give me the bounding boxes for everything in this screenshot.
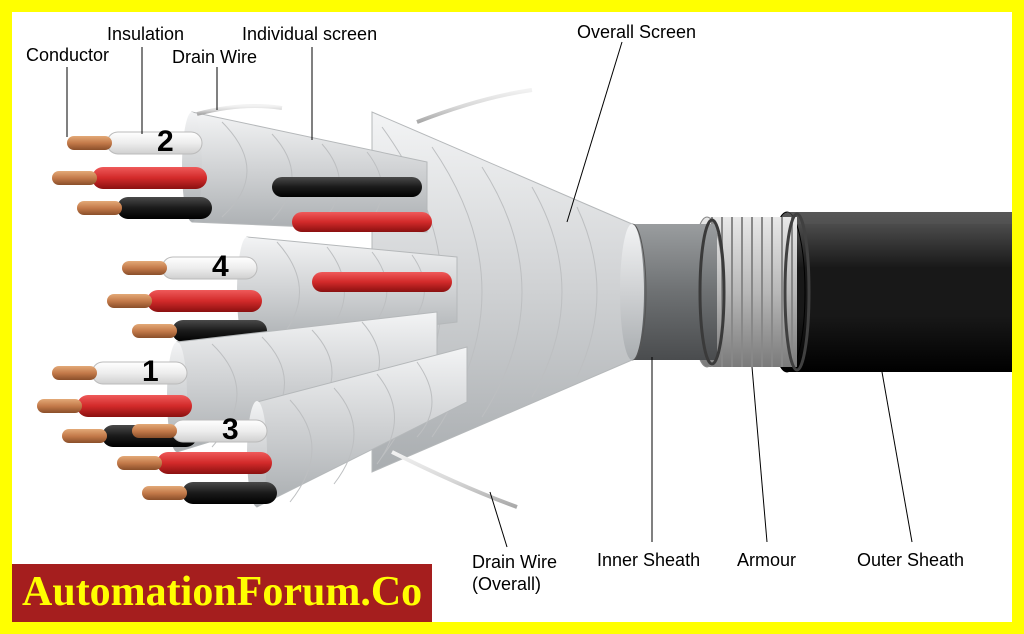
pair-number-1: 1 [142, 355, 159, 389]
label-inner-sheath: Inner Sheath [597, 550, 700, 572]
label-individual-screen: Individual screen [242, 24, 377, 46]
pair-number-4: 4 [212, 250, 229, 284]
label-overall-screen: Overall Screen [577, 22, 696, 44]
watermark: AutomationForum.Co [12, 564, 432, 622]
label-armour: Armour [737, 550, 796, 572]
label-insulation: Insulation [107, 24, 184, 46]
cable-svg [12, 12, 1012, 622]
label-conductor: Conductor [26, 45, 109, 67]
diagram-frame: Conductor Insulation Drain Wire Individu… [0, 0, 1024, 634]
cable-diagram: Conductor Insulation Drain Wire Individu… [12, 12, 1012, 622]
label-drain-wire: Drain Wire [172, 47, 257, 69]
pair-number-3: 3 [222, 413, 239, 447]
pair-number-2: 2 [157, 125, 174, 159]
label-drain-wire-overall: Drain Wire (Overall) [472, 552, 557, 595]
label-outer-sheath: Outer Sheath [857, 550, 964, 572]
